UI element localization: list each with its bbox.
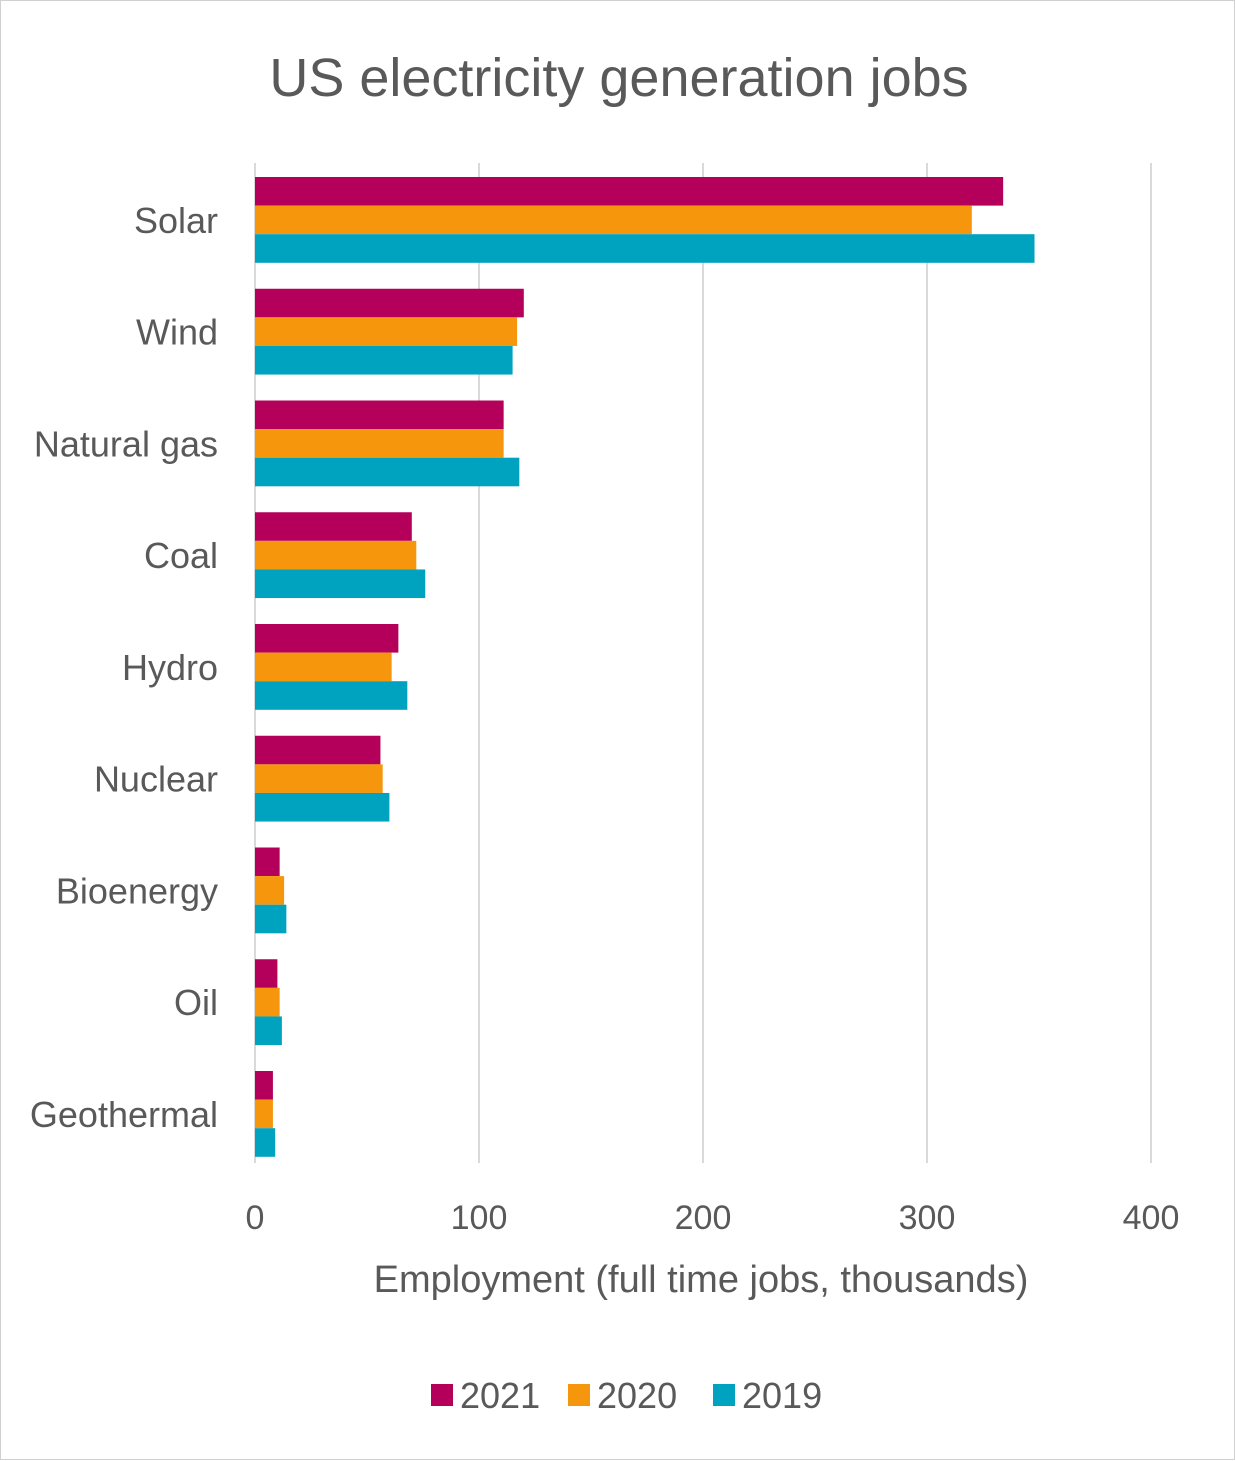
bar-nuclear-2020 xyxy=(255,764,383,793)
bar-solar-2021 xyxy=(255,177,1004,206)
legend-label-2019: 2019 xyxy=(742,1375,822,1416)
bar-oil-2020 xyxy=(255,987,280,1017)
legend-swatch-2020 xyxy=(568,1384,590,1406)
category-label-solar: Solar xyxy=(134,200,218,241)
bar-coal-2021 xyxy=(255,512,412,541)
category-label-nuclear: Nuclear xyxy=(94,759,218,800)
bar-bioenergy-2019 xyxy=(255,904,287,934)
category-label-geothermal: Geothermal xyxy=(30,1094,218,1135)
bar-bioenergy-2021 xyxy=(255,847,280,877)
x-tick-label-300: 300 xyxy=(899,1199,956,1237)
bar-geothermal-2019 xyxy=(255,1128,276,1157)
bar-coal-2020 xyxy=(255,540,417,570)
x-tick-label-400: 400 xyxy=(1123,1199,1180,1237)
bar-wind-2021 xyxy=(255,288,524,318)
category-label-oil: Oil xyxy=(174,982,218,1023)
category-label-coal: Coal xyxy=(144,535,218,576)
x-tick-label-200: 200 xyxy=(675,1199,732,1237)
bar-solar-2020 xyxy=(255,205,972,235)
bar-natural-gas-2019 xyxy=(255,457,520,487)
bar-oil-2021 xyxy=(255,959,278,988)
bar-nuclear-2021 xyxy=(255,735,381,765)
bar-natural-gas-2021 xyxy=(255,400,504,430)
category-labels: Solar Wind Natural gas Coal Hydro Nuclear Bioe… xyxy=(30,200,218,1135)
bar-wind-2020 xyxy=(255,317,518,346)
bars xyxy=(255,177,1035,1157)
bar-hydro-2020 xyxy=(255,652,392,682)
x-tick-label-100: 100 xyxy=(451,1199,508,1237)
bar-bioenergy-2020 xyxy=(255,876,285,905)
legend-label-2021: 2021 xyxy=(460,1375,540,1416)
chart-title: US electricity generation jobs xyxy=(269,48,968,108)
bar-nuclear-2019 xyxy=(255,792,390,822)
bar-hydro-2021 xyxy=(255,624,399,653)
x-axis-title: Employment (full time jobs, thousands) xyxy=(374,1259,1029,1301)
category-label-hydro: Hydro xyxy=(122,647,218,688)
legend-swatch-2019 xyxy=(713,1384,735,1406)
bar-oil-2019 xyxy=(255,1016,282,1046)
bar-geothermal-2021 xyxy=(255,1071,273,1100)
category-label-natural-gas: Natural gas xyxy=(34,423,218,464)
x-tick-label-0: 0 xyxy=(246,1199,265,1237)
bar-natural-gas-2020 xyxy=(255,429,504,458)
category-label-bioenergy: Bioenergy xyxy=(56,870,218,911)
legend-swatch-2021 xyxy=(431,1384,453,1406)
x-tick-labels: 0 100 200 300 400 xyxy=(246,1199,1180,1237)
bar-geothermal-2020 xyxy=(255,1099,273,1129)
bar-wind-2019 xyxy=(255,345,513,375)
legend: 2021 2020 2019 xyxy=(431,1375,822,1416)
bar-coal-2019 xyxy=(255,569,426,599)
bar-solar-2019 xyxy=(255,234,1035,263)
bar-hydro-2019 xyxy=(255,681,408,710)
category-label-wind: Wind xyxy=(136,312,218,353)
legend-label-2020: 2020 xyxy=(597,1375,677,1416)
